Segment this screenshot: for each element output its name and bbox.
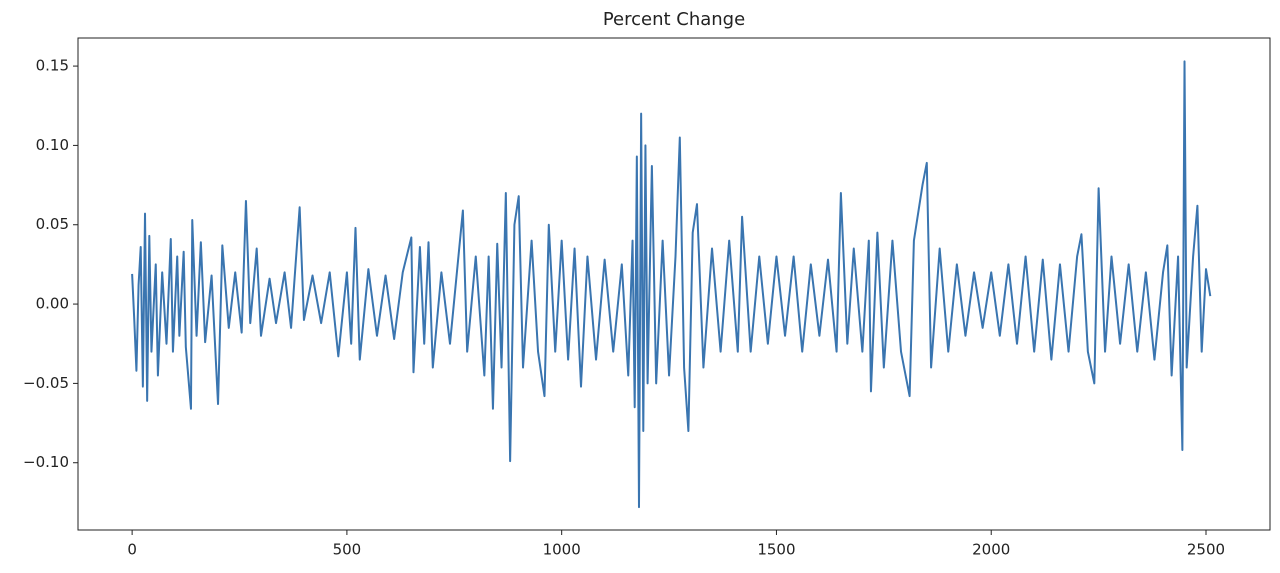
- plot-frame: [77, 37, 1271, 531]
- y-tick-label: 0.00: [36, 295, 69, 313]
- y-tick-label: 0.10: [36, 136, 69, 154]
- y-tick-label: −0.10: [23, 453, 69, 471]
- x-tick-label: 2000: [972, 541, 1010, 559]
- x-tick-label: 1500: [757, 541, 795, 559]
- data-line: [131, 60, 1212, 509]
- x-tick-label: 1000: [543, 541, 581, 559]
- x-tick-label: 2500: [1187, 541, 1225, 559]
- chart-title: Percent Change: [603, 9, 745, 30]
- x-tick-label: 500: [333, 541, 362, 559]
- y-tick-label: −0.05: [23, 374, 69, 392]
- y-tick-label: 0.05: [36, 215, 69, 233]
- x-tick-label: 0: [127, 541, 137, 559]
- y-tick-label: 0.15: [36, 57, 69, 75]
